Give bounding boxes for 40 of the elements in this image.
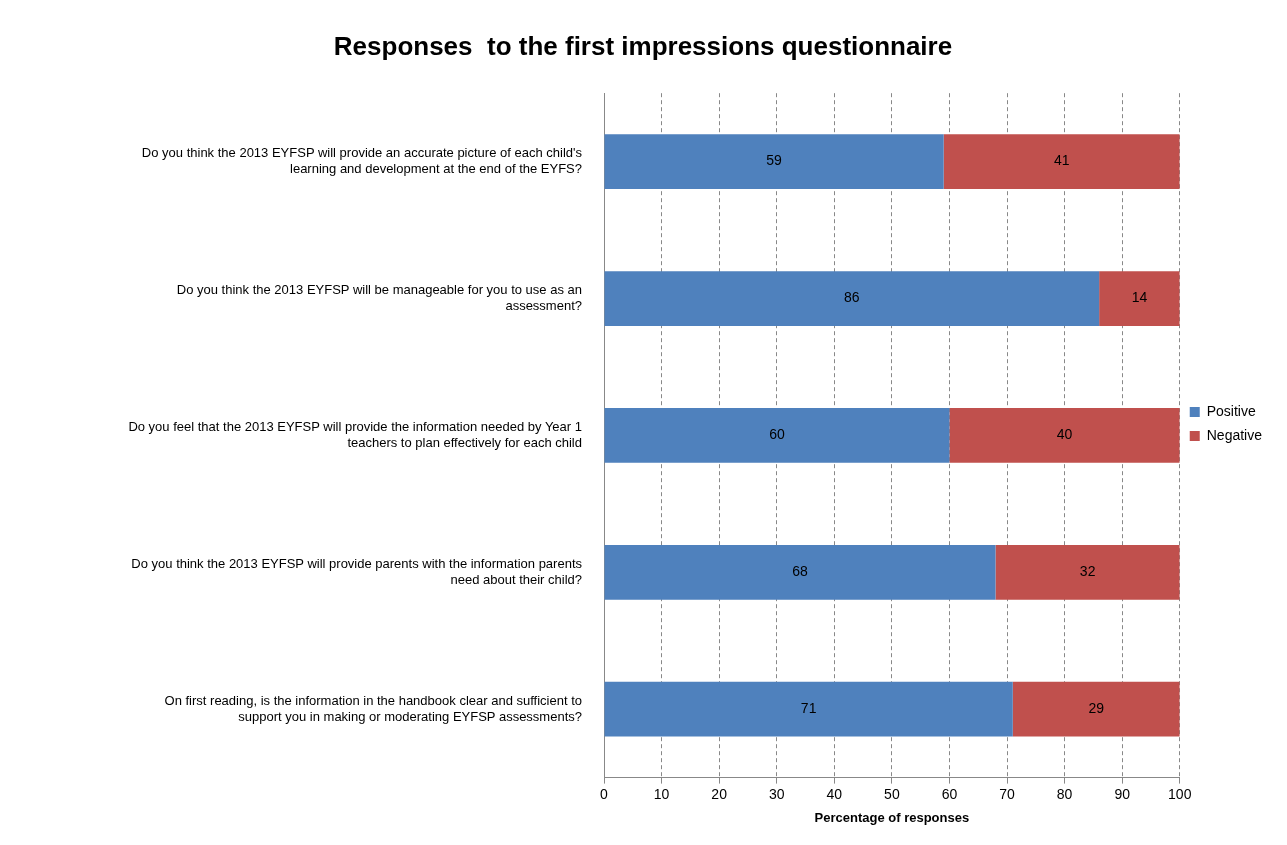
data-label: 40 — [1056, 426, 1073, 443]
y-tick-label: Do you feel that the 2013 EYFSP will provide the information needed by Year 1 teachers to plan effectively for each child — [128, 419, 582, 450]
x-tick-label: 30 — [768, 785, 785, 802]
bar — [949, 408, 1180, 463]
x-tick-label: 100 — [1168, 785, 1192, 802]
y-tick-label: On first reading, is the information in the handbook clear and sufficient to support you in making or moderating EYFSP assessments? — [164, 692, 582, 724]
data-label: 41 — [1053, 152, 1070, 169]
data-label: 29 — [1088, 700, 1105, 717]
bar — [604, 271, 1100, 326]
bar — [1099, 271, 1180, 326]
x-tick-label: 50 — [884, 785, 900, 802]
x-tick-label: 60 — [941, 785, 958, 802]
x-tick-label: 0 — [600, 785, 609, 802]
bar — [604, 681, 1013, 737]
data-label: 14 — [1131, 289, 1148, 306]
legend-label: Negative — [1206, 426, 1263, 443]
bar — [604, 134, 944, 190]
data-label: 86 — [844, 289, 860, 306]
bar — [604, 544, 996, 600]
data-label: 32 — [1079, 563, 1096, 580]
x-tick-label: 20 — [711, 785, 728, 802]
bar — [1012, 681, 1180, 737]
legend-label: Positive — [1206, 402, 1256, 419]
x-tick-label: 40 — [826, 785, 843, 802]
data-label: 59 — [766, 152, 783, 169]
data-label: 68 — [792, 563, 808, 580]
y-tick-label: Do you think the 2013 EYFSP will be manageable for you to use as an assessment? — [176, 282, 582, 313]
y-tick-label: Do you think the 2013 EYFSP will provide parents with the information parents need about their child? — [131, 556, 583, 587]
x-tick-label: 10 — [653, 785, 670, 802]
data-label: 60 — [769, 426, 785, 443]
chart-title: Responses to the first impressions questionnaire — [333, 30, 953, 61]
x-tick-label: 80 — [1056, 785, 1073, 802]
data-label: 71 — [800, 700, 817, 717]
x-axis-title: Percentage of responses — [814, 809, 970, 825]
bar — [995, 544, 1180, 600]
x-tick-label: 90 — [1114, 785, 1131, 802]
x-tick-label: 70 — [999, 785, 1016, 802]
bar — [604, 408, 950, 463]
bar — [943, 134, 1180, 190]
y-tick-label: Do you think the 2013 EYFSP will provide an accurate picture of each child's learning and development at the end of the EYFS? — [141, 145, 583, 177]
